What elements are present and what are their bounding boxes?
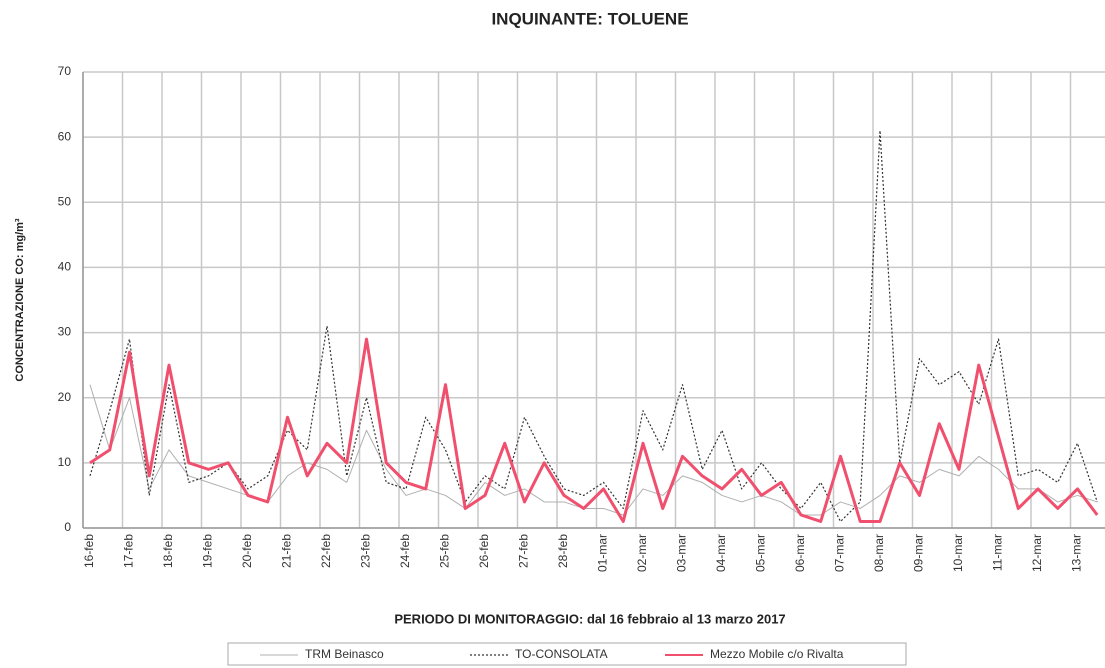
x-tick-label: 21-feb <box>280 534 294 568</box>
x-tick-label: 02-mar <box>635 534 649 572</box>
x-tick-label: 10-mar <box>951 534 965 572</box>
x-tick-label: 23-feb <box>359 534 373 568</box>
x-tick-label: 20-feb <box>240 534 254 568</box>
series-line <box>89 130 1098 523</box>
y-tick-label: 40 <box>58 260 72 274</box>
legend-label: TRM Beinasco <box>305 647 384 661</box>
x-tick-label: 05-mar <box>754 534 768 572</box>
x-tick-label: 13-mar <box>1070 534 1084 572</box>
x-tick-label: 24-feb <box>398 534 412 568</box>
x-tick-label: 19-feb <box>201 534 215 568</box>
y-tick-label: 0 <box>64 520 71 534</box>
x-tick-label: 09-mar <box>912 534 926 572</box>
x-tick-label: 17-feb <box>122 534 136 568</box>
y-tick-label: 70 <box>58 64 72 78</box>
x-tick-label: 01-mar <box>596 534 610 572</box>
y-axis-title: CONCENTRAZIONE CO: mg/m³ <box>14 218 26 382</box>
chart-title: INQUINANTE: TOLUENE <box>491 9 688 28</box>
y-tick-label: 50 <box>58 194 72 208</box>
x-tick-label: 28-feb <box>556 534 570 568</box>
x-tick-label: 03-mar <box>675 534 689 572</box>
legend-label: TO-CONSOLATA <box>515 647 608 661</box>
x-tick-label: 18-feb <box>161 534 175 568</box>
x-tick-label: 06-mar <box>793 534 807 572</box>
y-tick-label: 10 <box>58 455 72 469</box>
x-tick-label: 25-feb <box>438 534 452 568</box>
x-tick-label: 11-mar <box>991 534 1005 571</box>
y-tick-label: 30 <box>58 325 72 339</box>
x-tick-label: 27-feb <box>517 534 531 568</box>
x-tick-label: 04-mar <box>714 534 728 572</box>
y-tick-label: 60 <box>58 129 72 143</box>
x-tick-label: 08-mar <box>872 534 886 572</box>
x-axis-title: PERIODO DI MONITORAGGIO: dal 16 febbraio… <box>394 611 785 626</box>
legend-label: Mezzo Mobile c/o Rivalta <box>710 647 844 661</box>
x-tick-label: 16-feb <box>82 534 96 568</box>
series-line <box>89 337 1099 523</box>
x-tick-label: 12-mar <box>1030 534 1044 572</box>
legend-box <box>227 642 907 666</box>
legend: TRM Beinasco TO-CONSOLATA Mezzo Mobile c/o… <box>227 642 907 666</box>
x-tick-label: 26-feb <box>477 534 491 568</box>
x-tick-label: 22-feb <box>319 534 333 568</box>
x-tick-label: 07-mar <box>833 534 847 572</box>
y-tick-label: 20 <box>58 390 72 404</box>
